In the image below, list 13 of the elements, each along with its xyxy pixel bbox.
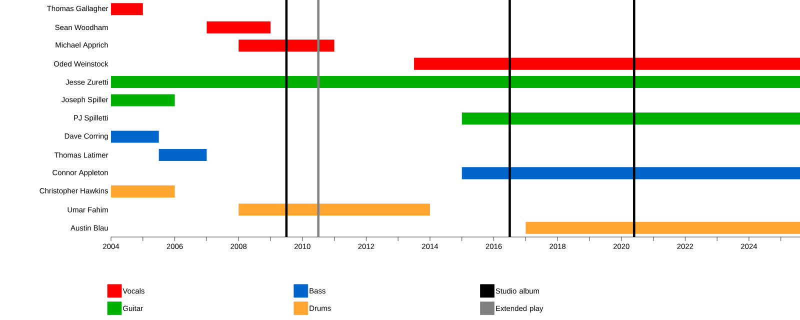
bar [111,185,175,198]
bar [111,76,800,88]
bar [158,148,207,161]
bar [526,222,800,234]
bar [206,21,270,34]
bar [111,3,143,16]
bar [462,112,800,125]
bar [111,94,175,106]
bar [462,167,800,180]
bar [238,40,334,52]
bar [111,130,159,143]
bar [238,204,430,216]
bar [414,58,800,70]
